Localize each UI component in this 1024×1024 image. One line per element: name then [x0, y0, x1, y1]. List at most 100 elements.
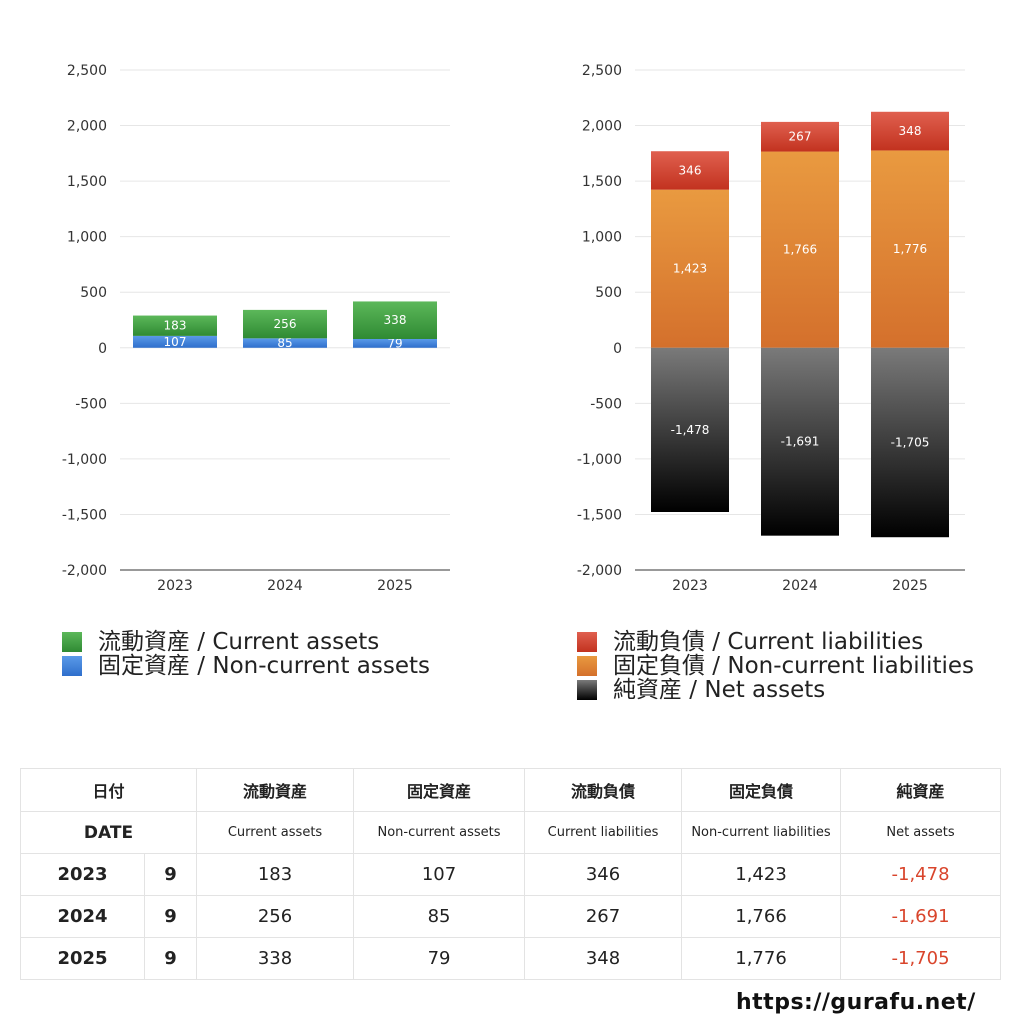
table-cell-current-liabilities: 348: [524, 937, 683, 980]
y-tick-label: 1,500: [582, 174, 622, 190]
y-tick-label: -2,000: [62, 563, 107, 579]
data-label: 338: [384, 313, 407, 327]
y-tick-label: 2,000: [67, 119, 107, 135]
table-cell-current-assets: 256: [196, 895, 355, 938]
y-tick-label: 500: [80, 285, 107, 301]
x-tick-label: 2025: [892, 578, 928, 594]
bar-current-liabilities: [871, 111, 949, 151]
y-tick-label: -500: [75, 396, 107, 412]
y-tick-label: 2,500: [67, 63, 107, 79]
table-cell-month: 9: [143, 937, 198, 980]
y-tick-label: 0: [98, 341, 107, 357]
legend-swatch-non-current-assets: [62, 656, 82, 676]
liabilities-legend: 流動負債 / Current liabilities 固定負債 / Non-cu…: [577, 630, 974, 702]
table-header-non-current-assets-en: Non-current assets: [353, 811, 526, 854]
table-header-non-current-assets-jp: 固定資産: [353, 768, 526, 812]
table-cell-non-current-liabilities: 1,776: [681, 937, 842, 980]
table-cell-non-current-assets: 79: [353, 937, 526, 980]
bar-non-current-liabilities: [651, 189, 729, 348]
legend-item-current-assets: 流動資産 / Current assets: [62, 630, 430, 654]
table-row: 2023 9 183 107 346 1,423 -1,478: [20, 853, 1002, 896]
y-tick-label: -500: [590, 396, 622, 412]
bar-non-current-liabilities: [761, 151, 839, 348]
table-header-current-liabilities-en: Current liabilities: [524, 811, 683, 854]
table-header-date-en: DATE: [19, 811, 198, 854]
table-cell-non-current-assets: 85: [353, 895, 526, 938]
legend-swatch-current-liabilities: [577, 632, 597, 652]
data-label: 267: [789, 130, 812, 144]
y-tick-label: -1,000: [62, 452, 107, 468]
bar-current-liabilities: [651, 151, 729, 190]
legend-label: 流動資産 / Current assets: [98, 629, 380, 655]
data-label: -1,691: [781, 435, 820, 449]
x-tick-label: 2024: [782, 578, 818, 594]
legend-item-current-liabilities: 流動負債 / Current liabilities: [577, 630, 974, 654]
bar-current-assets: [353, 301, 437, 339]
y-tick-label: 2,000: [582, 119, 622, 135]
site-url[interactable]: https://gurafu.net/: [736, 990, 976, 1015]
table-cell-current-assets: 338: [196, 937, 355, 980]
bar-current-assets: [243, 309, 327, 339]
table-cell-non-current-assets: 107: [353, 853, 526, 896]
table-cell-year: 2023: [20, 853, 145, 896]
table-cell-year: 2024: [20, 895, 145, 938]
legend-label: 流動負債 / Current liabilities: [613, 629, 924, 655]
legend-swatch-non-current-liabilities: [577, 656, 597, 676]
table-cell-month: 9: [143, 853, 198, 896]
table-row: 2025 9 338 79 348 1,776 -1,705: [20, 937, 1002, 980]
legend-swatch-current-assets: [62, 632, 82, 652]
table-cell-net-assets: -1,691: [840, 895, 1002, 938]
data-label: 183: [164, 319, 187, 333]
legend-swatch-net-assets: [577, 680, 597, 700]
table-cell-current-assets: 183: [196, 853, 355, 896]
table-header-current-assets-en: Current assets: [196, 811, 355, 854]
data-label: 85: [277, 336, 292, 350]
assets-chart: 2,500 2,000 1,500 1,000 500 0 -500 -1,000 -1,500…: [62, 63, 450, 594]
balance-sheet-table: 日付 流動資産 固定資産 流動負債 固定負債 純資産 DATE Current …: [19, 768, 1002, 980]
legend-item-non-current-liabilities: 固定負債 / Non-current liabilities: [577, 654, 974, 678]
y-tick-label: -1,500: [62, 507, 107, 523]
table-cell-non-current-liabilities: 1,766: [681, 895, 842, 938]
y-tick-label: -1,500: [577, 507, 622, 523]
table-cell-current-liabilities: 346: [524, 853, 683, 896]
data-label: 107: [164, 335, 187, 349]
y-tick-label: 1,000: [67, 230, 107, 246]
data-label: -1,478: [671, 423, 710, 437]
table-header-row-en: DATE Current assets Non-current assets C…: [19, 811, 1002, 854]
legend-label: 固定負債 / Non-current liabilities: [613, 653, 974, 679]
table-cell-month: 9: [143, 895, 198, 938]
data-label: 256: [274, 317, 297, 331]
bar-current-assets: [133, 315, 217, 336]
table-cell-net-assets: -1,478: [840, 853, 1002, 896]
bar-net-assets: [761, 347, 839, 536]
table-header-date-jp: 日付: [19, 768, 198, 812]
legend-label: 純資産 / Net assets: [613, 677, 826, 703]
bar-non-current-assets: [133, 335, 217, 348]
table-cell-non-current-liabilities: 1,423: [681, 853, 842, 896]
table-cell-year: 2025: [20, 937, 145, 980]
table-header-non-current-liabilities-en: Non-current liabilities: [681, 811, 842, 854]
legend-item-net-assets: 純資産 / Net assets: [577, 678, 974, 702]
data-label: 1,423: [673, 262, 707, 276]
table-header-current-assets-jp: 流動資産: [196, 768, 355, 812]
table-header-net-assets-jp: 純資産: [840, 768, 1002, 812]
y-tick-label: 2,500: [582, 63, 622, 79]
liabilities-chart: 2,500 2,000 1,500 1,000 500 0 -500 -1,000 -1,500…: [577, 63, 965, 594]
y-tick-label: 1,500: [67, 174, 107, 190]
data-label: 348: [899, 124, 922, 138]
legend-item-non-current-assets: 固定資産 / Non-current assets: [62, 654, 430, 678]
bar-non-current-assets: [243, 338, 327, 348]
table-row: 2024 9 256 85 267 1,766 -1,691: [20, 895, 1002, 938]
x-tick-label: 2023: [672, 578, 708, 594]
x-tick-label: 2023: [157, 578, 193, 594]
data-label: 1,766: [783, 243, 817, 257]
y-tick-label: 1,000: [582, 230, 622, 246]
bar-net-assets: [871, 347, 949, 538]
table-header-non-current-liabilities-jp: 固定負債: [681, 768, 842, 812]
y-tick-label: 0: [613, 341, 622, 357]
table-cell-net-assets: -1,705: [840, 937, 1002, 980]
bar-non-current-assets: [353, 339, 437, 348]
y-tick-label: -1,000: [577, 452, 622, 468]
data-label: 1,776: [893, 242, 927, 256]
legend-label: 固定資産 / Non-current assets: [98, 653, 431, 679]
